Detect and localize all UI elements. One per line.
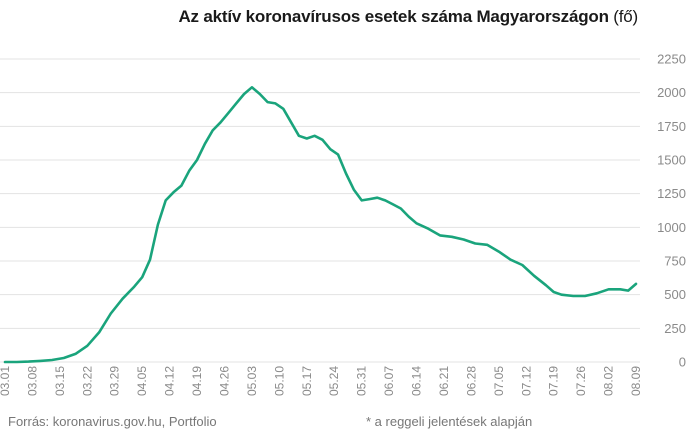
chart-title: Az aktív koronavírusos esetek száma Magy… [178, 7, 638, 27]
x-tick-label: 04.12 [163, 366, 177, 396]
y-tick-label: 1250 [657, 186, 686, 201]
footnote-text: * a reggeli jelentések alapján [366, 414, 533, 429]
x-tick-label: 03.15 [53, 366, 67, 396]
series-line [3, 86, 638, 364]
x-tick-label: 03.08 [25, 366, 39, 396]
x-tick-label: 07.26 [574, 366, 588, 396]
grid-lines [0, 58, 640, 363]
x-tick-label: 06.14 [410, 366, 424, 396]
x-tick-label: 05.31 [355, 366, 369, 396]
y-tick-label: 2000 [657, 85, 686, 100]
y-axis-ticks: 0 250 500 750 1000 1250 1500 1750 2000 2250 [657, 52, 686, 370]
x-tick-label: 05.24 [327, 366, 341, 396]
x-tick-label: 06.21 [437, 366, 451, 396]
x-tick-label: 07.05 [492, 366, 506, 396]
source-text: Forrás: koronavirus.gov.hu, Portfolio [8, 414, 217, 429]
x-tick-label: 08.09 [629, 366, 643, 396]
x-tick-label: 03.22 [80, 366, 94, 396]
x-tick-label: 07.19 [547, 366, 561, 396]
y-tick-label: 250 [664, 321, 686, 336]
x-tick-label: 08.02 [602, 366, 616, 396]
x-tick-label: 06.28 [464, 366, 478, 396]
x-tick-label: 03.29 [108, 366, 122, 396]
x-axis-ticks: 03.01 03.08 03.15 03.22 03.29 04.05 04.12 04.19… [0, 366, 643, 396]
x-tick-label: 04.05 [135, 366, 149, 396]
chart-title-main: Az aktív koronavírusos esetek száma Magy… [178, 7, 609, 26]
y-tick-label: 1500 [657, 153, 686, 168]
series-lines [3, 86, 638, 364]
x-tick-label: 07.12 [519, 366, 533, 396]
y-tick-label: 1750 [657, 119, 686, 134]
y-tick-label: 1000 [657, 220, 686, 235]
y-tick-label: 500 [664, 287, 686, 302]
x-tick-label: 05.03 [245, 366, 259, 396]
x-tick-label: 05.17 [300, 366, 314, 396]
y-tick-label: 2250 [657, 52, 686, 67]
y-tick-label: 750 [664, 254, 686, 269]
y-tick-label: 0 [679, 355, 686, 370]
x-tick-label: 04.19 [190, 366, 204, 396]
x-tick-label: 04.26 [217, 366, 231, 396]
x-tick-label: 03.01 [0, 366, 12, 396]
chart-title-unit: (fő) [613, 7, 638, 26]
x-tick-label: 06.07 [382, 366, 396, 396]
x-tick-label: 05.10 [272, 366, 286, 396]
